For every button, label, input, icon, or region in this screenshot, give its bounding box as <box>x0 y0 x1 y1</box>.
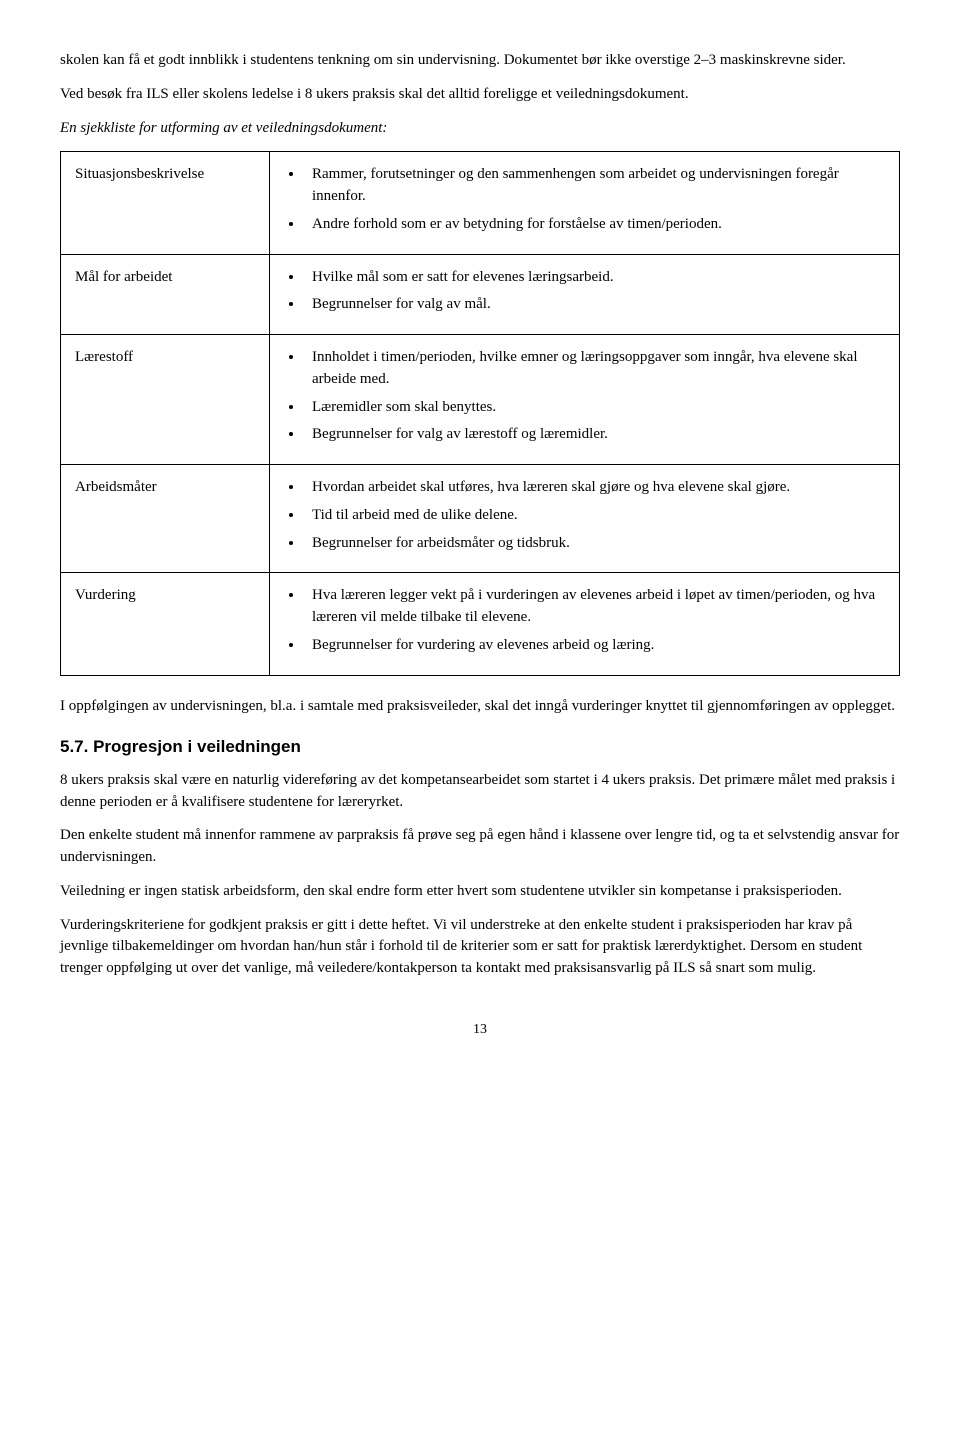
table-row: Situasjonsbeskrivelse Rammer, forutsetni… <box>61 152 900 254</box>
intro-paragraph-2: Ved besøk fra ILS eller skolens ledelse … <box>60 84 900 106</box>
row-label: Arbeidsmåter <box>61 465 270 573</box>
list-item: Begrunnelser for valg av mål. <box>304 294 885 316</box>
row-content: Hva læreren legger vekt på i vurderingen… <box>270 573 900 675</box>
body-paragraph: Veiledning er ingen statisk arbeidsform,… <box>60 881 900 903</box>
bullet-list: Rammer, forutsetninger og den sammenheng… <box>284 164 885 235</box>
checklist-table: Situasjonsbeskrivelse Rammer, forutsetni… <box>60 151 900 675</box>
list-item: Begrunnelser for valg av lærestoff og læ… <box>304 424 885 446</box>
bullet-list: Hva læreren legger vekt på i vurderingen… <box>284 585 885 656</box>
list-item: Tid til arbeid med de ulike delene. <box>304 505 885 527</box>
list-item: Andre forhold som er av betydning for fo… <box>304 214 885 236</box>
bullet-list: Hvilke mål som er satt for elevenes læri… <box>284 267 885 317</box>
body-paragraph: Den enkelte student må innenfor rammene … <box>60 825 900 869</box>
row-content: Innholdet i timen/perioden, hvilke emner… <box>270 335 900 465</box>
table-row: Mål for arbeidet Hvilke mål som er satt … <box>61 254 900 335</box>
list-item: Hvordan arbeidet skal utføres, hva lærer… <box>304 477 885 499</box>
section-heading: 5.7. Progresjon i veiledningen <box>60 735 900 760</box>
body-paragraph: Vurderingskriteriene for godkjent praksi… <box>60 915 900 980</box>
bullet-list: Hvordan arbeidet skal utføres, hva lærer… <box>284 477 885 554</box>
intro-paragraph-3: En sjekkliste for utforming av et veiled… <box>60 118 900 140</box>
followup-paragraph: I oppfølgingen av undervisningen, bl.a. … <box>60 696 900 718</box>
list-item: Hva læreren legger vekt på i vurderingen… <box>304 585 885 629</box>
list-item: Hvilke mål som er satt for elevenes læri… <box>304 267 885 289</box>
bullet-list: Innholdet i timen/perioden, hvilke emner… <box>284 347 885 446</box>
table-row: Lærestoff Innholdet i timen/perioden, hv… <box>61 335 900 465</box>
row-label: Mål for arbeidet <box>61 254 270 335</box>
row-label: Lærestoff <box>61 335 270 465</box>
list-item: Læremidler som skal benyttes. <box>304 397 885 419</box>
row-label: Situasjonsbeskrivelse <box>61 152 270 254</box>
page-number: 13 <box>60 1020 900 1040</box>
body-paragraph: 8 ukers praksis skal være en naturlig vi… <box>60 770 900 814</box>
list-item: Begrunnelser for arbeidsmåter og tidsbru… <box>304 533 885 555</box>
list-item: Innholdet i timen/perioden, hvilke emner… <box>304 347 885 391</box>
table-row: Vurdering Hva læreren legger vekt på i v… <box>61 573 900 675</box>
row-content: Hvilke mål som er satt for elevenes læri… <box>270 254 900 335</box>
table-row: Arbeidsmåter Hvordan arbeidet skal utfør… <box>61 465 900 573</box>
row-content: Hvordan arbeidet skal utføres, hva lærer… <box>270 465 900 573</box>
row-label: Vurdering <box>61 573 270 675</box>
list-item: Begrunnelser for vurdering av elevenes a… <box>304 635 885 657</box>
row-content: Rammer, forutsetninger og den sammenheng… <box>270 152 900 254</box>
intro-paragraph-1: skolen kan få et godt innblikk i student… <box>60 50 900 72</box>
list-item: Rammer, forutsetninger og den sammenheng… <box>304 164 885 208</box>
